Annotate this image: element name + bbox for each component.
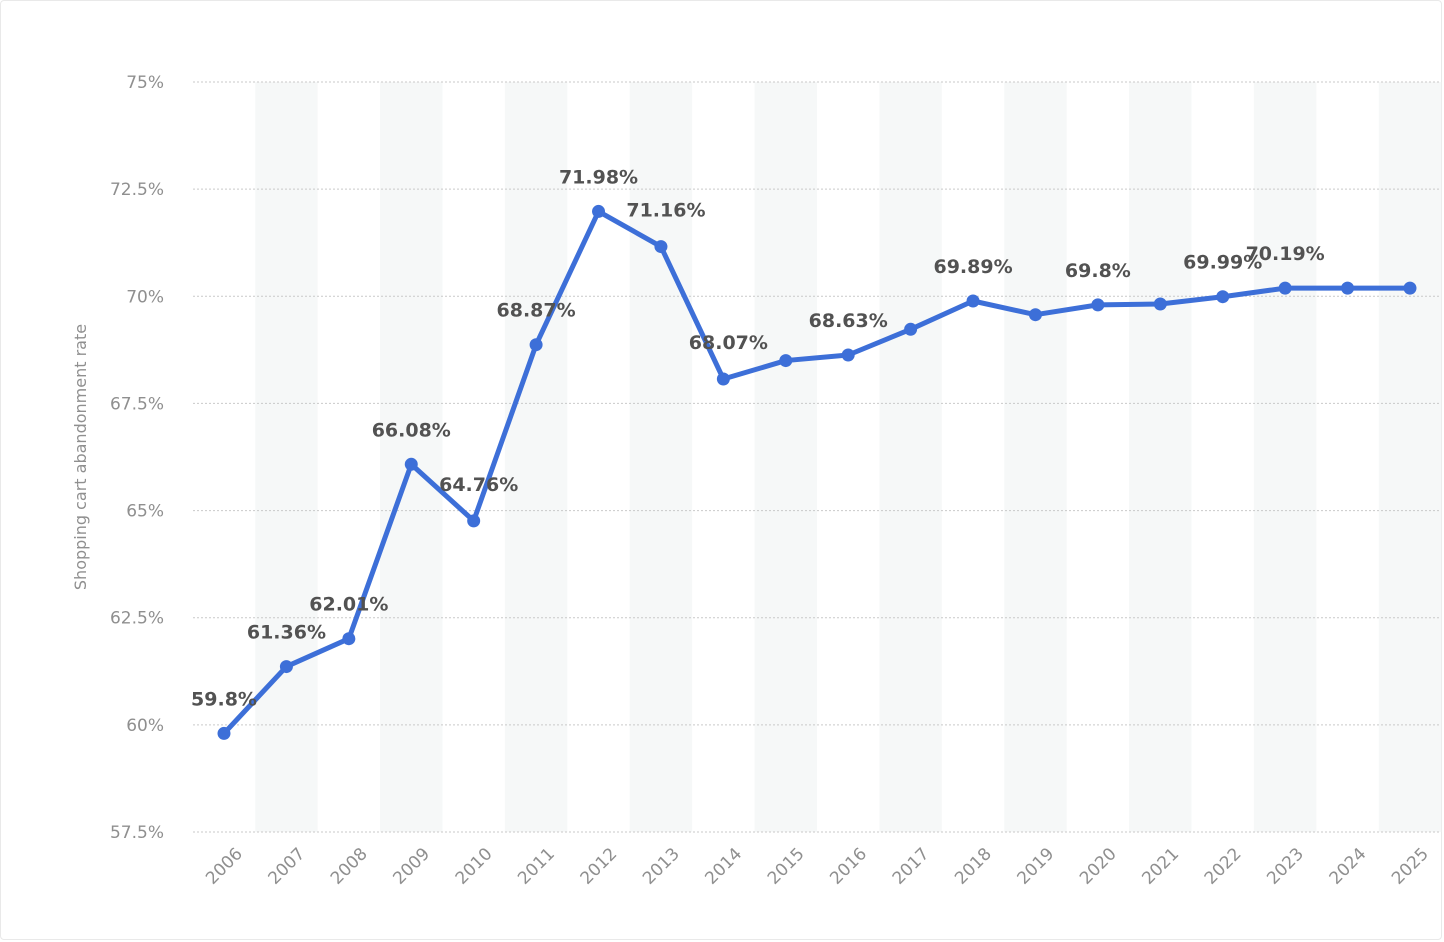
data-point-2011[interactable]: [529, 338, 543, 352]
data-point-2013[interactable]: [654, 240, 668, 254]
data-point-2006[interactable]: [217, 726, 231, 740]
data-label-2010: 64.76%: [439, 474, 518, 496]
x-tick-label: 2015: [764, 844, 809, 889]
column-band-2011: [504, 82, 568, 832]
y-axis-ticks: 57.5% 60% 62.5% 65% 67.5% 70% 72.5% 75%: [110, 73, 164, 843]
y-tick-label: 57.5%: [110, 823, 164, 843]
x-tick-label: 2009: [389, 844, 434, 889]
y-tick-label: 65%: [126, 502, 164, 522]
x-tick-label: 2007: [265, 844, 310, 889]
data-point-2017[interactable]: [904, 322, 918, 336]
data-label-2009: 66.08%: [372, 419, 451, 441]
y-tick-label: 62.5%: [110, 609, 164, 629]
data-label-2007: 61.36%: [247, 622, 326, 644]
data-labels: 59.8% 61.36% 62.01% 66.08% 64.76% 68.87% 71.98…: [191, 166, 1325, 710]
data-point-2012[interactable]: [592, 204, 606, 218]
x-tick-label: 2013: [639, 844, 684, 889]
column-band-2019: [1004, 82, 1067, 832]
data-point-2018[interactable]: [966, 294, 980, 308]
data-point-2022[interactable]: [1216, 290, 1230, 304]
x-tick-label: 2006: [202, 844, 247, 889]
data-point-2021[interactable]: [1153, 297, 1167, 311]
data-point-2014[interactable]: [716, 372, 730, 386]
x-tick-label: 2022: [1201, 844, 1246, 889]
column-band-2015: [754, 82, 817, 832]
x-tick-label: 2016: [826, 844, 871, 889]
x-tick-label: 2021: [1138, 844, 1183, 889]
data-label-2012: 71.98%: [559, 166, 638, 188]
data-label-2023: 70.19%: [1246, 243, 1325, 265]
data-point-2010[interactable]: [467, 514, 481, 528]
x-tick-label: 2019: [1014, 844, 1059, 889]
y-tick-label: 72.5%: [110, 180, 164, 200]
data-point-2007[interactable]: [279, 660, 293, 674]
x-tick-label: 2020: [1076, 844, 1121, 889]
column-band-2025: [1378, 82, 1442, 832]
data-label-2018: 69.89%: [933, 256, 1012, 278]
data-point-2016[interactable]: [841, 348, 855, 362]
data-point-2008[interactable]: [342, 632, 356, 646]
column-band-2007: [255, 82, 318, 832]
data-point-2020[interactable]: [1091, 298, 1105, 312]
x-tick-label: 2010: [452, 844, 497, 889]
y-tick-label: 67.5%: [110, 394, 164, 414]
column-band-2013: [629, 82, 693, 832]
column-band-2009: [380, 82, 443, 832]
data-label-2013: 71.16%: [626, 200, 705, 222]
x-tick-label: 2018: [951, 844, 996, 889]
data-label-2006: 59.8%: [191, 688, 257, 710]
x-tick-label: 2017: [889, 844, 934, 889]
data-point-2015[interactable]: [779, 354, 793, 368]
y-tick-label: 70%: [126, 287, 164, 307]
column-band-2021: [1129, 82, 1192, 832]
x-tick-label: 2011: [514, 844, 559, 889]
series-line: [221, 208, 1413, 736]
data-label-2014: 68.07%: [689, 332, 768, 354]
x-tick-label: 2008: [327, 844, 372, 889]
column-bands: [255, 82, 1442, 832]
column-band-2017: [879, 82, 942, 832]
data-point-2023[interactable]: [1278, 281, 1292, 295]
series-line-path: [221, 208, 1413, 736]
data-point-2025[interactable]: [1403, 281, 1417, 295]
x-tick-label: 2024: [1326, 844, 1371, 889]
y-tick-label: 75%: [126, 73, 164, 93]
x-tick-label: 2012: [577, 844, 622, 889]
x-tick-label: 2014: [701, 844, 746, 889]
data-point-2024[interactable]: [1341, 281, 1355, 295]
column-band-2023: [1253, 82, 1317, 832]
y-axis-title: Shopping cart abandonment rate: [71, 324, 90, 590]
x-axis-ticks: 2006 2007 2008 2009 2010 2011 2012 2013 2014 2015…: [202, 844, 1433, 889]
data-points: [217, 204, 1417, 740]
y-tick-label: 60%: [126, 716, 164, 736]
data-label-2020: 69.8%: [1065, 260, 1131, 282]
data-label-2008: 62.01%: [309, 594, 388, 616]
data-point-2019[interactable]: [1028, 308, 1042, 322]
data-label-2011: 68.87%: [497, 300, 576, 322]
data-point-2009[interactable]: [404, 457, 418, 471]
data-label-2022: 69.99%: [1183, 252, 1262, 274]
x-tick-label: 2025: [1388, 844, 1433, 889]
data-label-2016: 68.63%: [809, 310, 888, 332]
x-tick-label: 2023: [1263, 844, 1308, 889]
